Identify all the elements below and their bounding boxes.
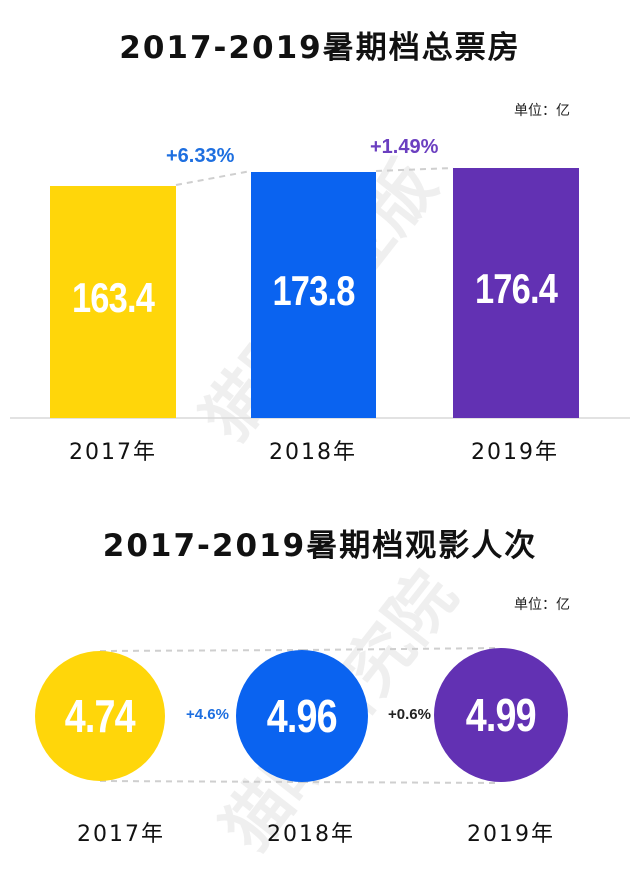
bubble-value-2019: 4.99 <box>465 689 537 741</box>
bar-value-2019: 176.4 <box>474 265 558 312</box>
chart1-decor <box>10 167 630 419</box>
chart1-xlabel-2017: 2017年 <box>69 440 157 465</box>
bubble-2019: 4.99 <box>434 648 568 782</box>
chart2-bottom-dash-2 <box>301 781 501 784</box>
chart2-growth-2019: +0.6% <box>388 706 431 723</box>
bar-2019: 176.4 <box>453 168 579 418</box>
bar-value-2017: 163.4 <box>71 274 155 322</box>
chart2-xlabel-2019: 2019年 <box>467 822 555 847</box>
chart1-connector-2 <box>375 167 454 172</box>
chart2-top-dash-2 <box>301 647 501 651</box>
chart1-xlabel-2018: 2018年 <box>269 440 357 465</box>
chart2-bottom-dash-1 <box>99 780 303 783</box>
chart1-plot: 163.4 173.8 176.4 <box>0 0 640 418</box>
chart2-title: 2017-2019暑期档观影人次 <box>102 528 538 564</box>
chart2-xlabel-2018: 2018年 <box>267 822 355 847</box>
chart1-growth-2019: +1.49% <box>370 136 439 158</box>
bubble-2018: 4.96 <box>236 650 368 782</box>
chart1-unit: 单位：亿 <box>514 103 570 119</box>
bar-2018: 173.8 <box>251 171 376 418</box>
chart2-xlabel-2017: 2017年 <box>77 822 165 847</box>
chart1-xlabel-2019: 2019年 <box>471 440 559 465</box>
bar-2017: 163.4 <box>50 186 176 418</box>
chart1-connector-1 <box>175 170 252 186</box>
chart1-title: 2017-2019暑期档总票房 <box>119 30 521 66</box>
chart2-unit: 单位：亿 <box>514 597 570 613</box>
bubble-value-2018: 4.96 <box>266 690 338 742</box>
bubble-value-2017: 4.74 <box>64 690 136 742</box>
chart1-growth-2018: +6.33% <box>166 145 235 167</box>
bubble-2017: 4.74 <box>35 651 165 781</box>
chart2-growth-2018: +4.6% <box>186 706 229 723</box>
chart2-top-dash-1 <box>99 649 303 652</box>
bar-value-2018: 173.8 <box>272 266 355 314</box>
